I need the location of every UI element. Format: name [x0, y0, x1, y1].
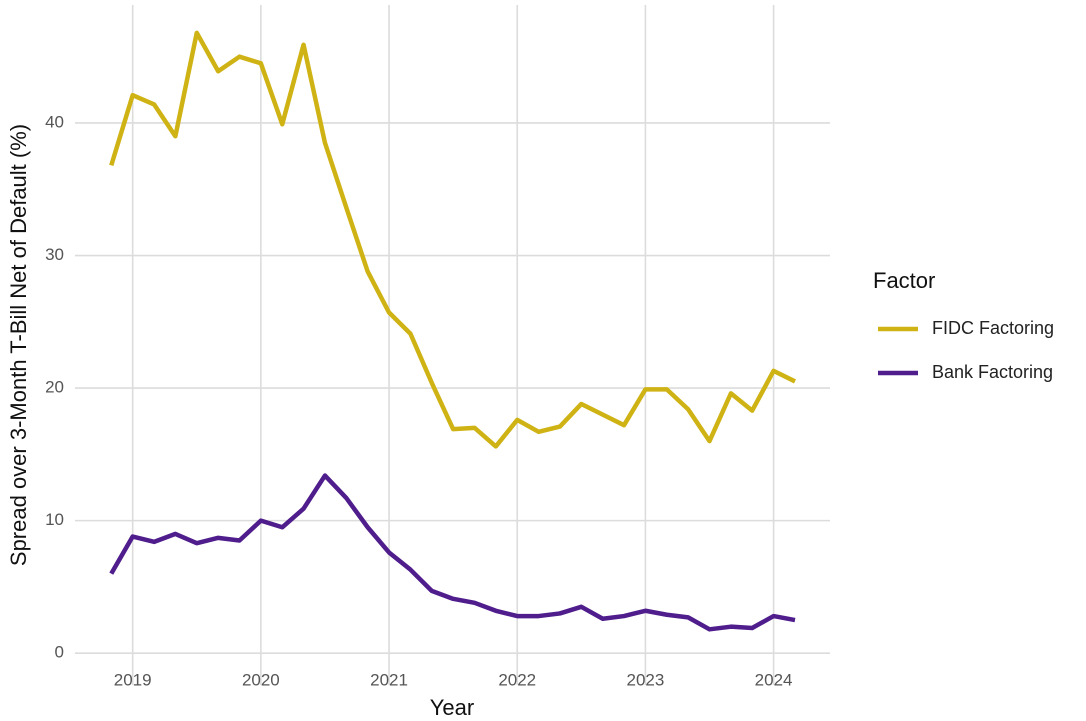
data-line: [109, 473, 796, 632]
y-axis-title: Spread over 3-Month T-Bill Net of Defaul…: [6, 124, 31, 566]
x-tick-label: 2019: [114, 670, 152, 689]
legend-title: Factor: [873, 268, 935, 293]
x-tick-label: 2021: [370, 670, 408, 689]
x-tick-label: 2023: [627, 670, 665, 689]
legend-label: Bank Factoring: [932, 362, 1053, 382]
y-tick-label: 10: [45, 510, 64, 529]
x-tick-label: 2024: [755, 670, 793, 689]
x-tick-label: 2020: [242, 670, 280, 689]
y-tick-label: 20: [45, 378, 64, 397]
data-line: [109, 30, 797, 449]
y-tick-label: 0: [55, 643, 64, 662]
x-axis-title: Year: [430, 695, 474, 720]
y-tick-label: 30: [45, 245, 64, 264]
x-tick-label: 2022: [498, 670, 536, 689]
legend-label: FIDC Factoring: [932, 318, 1054, 338]
y-tick-label: 40: [45, 112, 64, 131]
